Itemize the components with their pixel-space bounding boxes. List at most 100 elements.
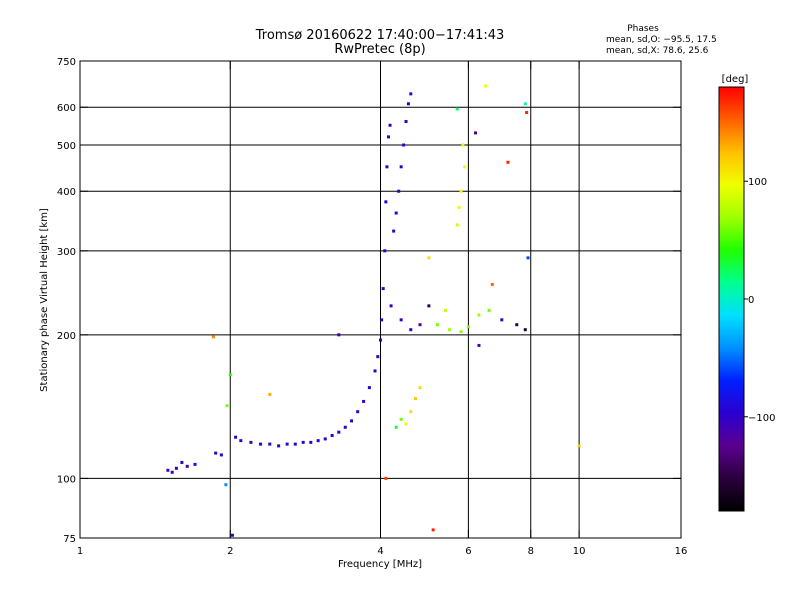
data-point (367, 386, 371, 390)
chart-title: Tromsø 20160622 17:40:00−17:41:43 (255, 28, 505, 43)
x-axis-label: Frequency [MHz] (338, 559, 422, 570)
data-point (268, 392, 272, 396)
data-point (337, 430, 341, 434)
data-point (399, 165, 403, 169)
data-point (350, 419, 354, 423)
data-point (448, 328, 452, 332)
data-point (277, 444, 281, 448)
data-point (526, 256, 530, 260)
data-point (385, 165, 389, 169)
data-point (386, 135, 390, 139)
data-point (224, 483, 228, 487)
data-point (301, 440, 305, 444)
data-point (477, 343, 481, 347)
data-point (343, 425, 347, 429)
data-point (409, 410, 413, 414)
data-point (211, 335, 215, 339)
data-point (397, 189, 401, 193)
data-point (490, 282, 494, 286)
data-point (455, 107, 459, 111)
data-point (459, 330, 463, 334)
data-point (174, 466, 178, 470)
data-point (427, 304, 431, 308)
data-point (455, 223, 459, 227)
data-point (225, 404, 229, 408)
data-point (373, 369, 377, 373)
data-point (463, 165, 467, 169)
y-tick-label: 75 (63, 534, 76, 545)
grid-lines (80, 61, 681, 538)
data-point (388, 123, 392, 127)
data-point (409, 328, 413, 332)
data-point (249, 440, 253, 444)
data-point (234, 435, 238, 439)
x-tick-label: 10 (573, 546, 586, 557)
data-point (392, 229, 396, 233)
data-point (384, 476, 388, 480)
colorbar (718, 86, 745, 512)
data-point (431, 528, 435, 532)
data-point (406, 102, 410, 106)
data-point (384, 200, 388, 204)
data-point (409, 92, 413, 96)
data-point (180, 460, 184, 464)
y-tick-label: 400 (57, 187, 76, 198)
data-point (362, 399, 366, 403)
data-point (228, 373, 232, 377)
data-point (389, 304, 393, 308)
data-point (170, 470, 174, 474)
data-point (506, 160, 510, 164)
data-point (394, 425, 398, 429)
data-point (484, 84, 488, 88)
x-tick-label: 4 (377, 546, 383, 557)
colorbar-ticks: 100 0 −100 (744, 177, 775, 424)
data-point (381, 287, 385, 291)
data-point (418, 323, 422, 327)
data-point (219, 453, 223, 457)
x-tick-label: 6 (465, 546, 471, 557)
y-axis-label: Stationary phase Virtual Height [km] (39, 208, 50, 392)
data-point (166, 468, 170, 472)
colorbar-tick-label: −100 (748, 413, 775, 424)
data-point (309, 440, 313, 444)
x-tick-label: 1 (77, 546, 83, 557)
data-point (394, 211, 398, 215)
data-point (515, 323, 519, 327)
y-tick-label: 600 (57, 103, 76, 114)
data-point (461, 143, 465, 147)
data-point (523, 328, 527, 332)
data-point (418, 386, 422, 390)
data-point (316, 439, 320, 443)
y-tick-label: 300 (57, 247, 76, 258)
colorbar-label: [deg] (722, 74, 749, 85)
x-tick-label: 2 (227, 546, 233, 557)
data-point (435, 323, 439, 327)
data-point (413, 397, 417, 401)
data-point (466, 325, 470, 329)
y-tick-label: 200 (57, 331, 76, 342)
y-tick-label: 500 (57, 141, 76, 152)
phase-stats-x: mean, sd,X: 78.6, 25.6 (606, 46, 709, 56)
data-point (230, 533, 234, 537)
data-point (404, 120, 408, 124)
x-tick-label: 8 (528, 546, 534, 557)
data-points (166, 84, 581, 537)
data-point (330, 434, 334, 438)
colorbar-tick-label: 100 (748, 177, 767, 188)
data-point (487, 308, 491, 312)
y-tick-label: 100 (57, 474, 76, 485)
data-point (259, 442, 263, 446)
data-point (239, 439, 243, 443)
axis-ticks: 1 2 4 6 8 10 16 75 100 200 300 400 500 600 750 (57, 57, 687, 557)
phase-stats-heading: Phases (627, 24, 659, 34)
data-point (379, 338, 382, 342)
data-point (577, 444, 581, 448)
colorbar-tick-label: 0 (748, 295, 754, 306)
data-point (293, 442, 297, 446)
data-point (399, 318, 403, 322)
data-point (457, 205, 461, 209)
data-point (268, 442, 272, 446)
data-point (285, 442, 289, 446)
data-point (356, 410, 360, 414)
